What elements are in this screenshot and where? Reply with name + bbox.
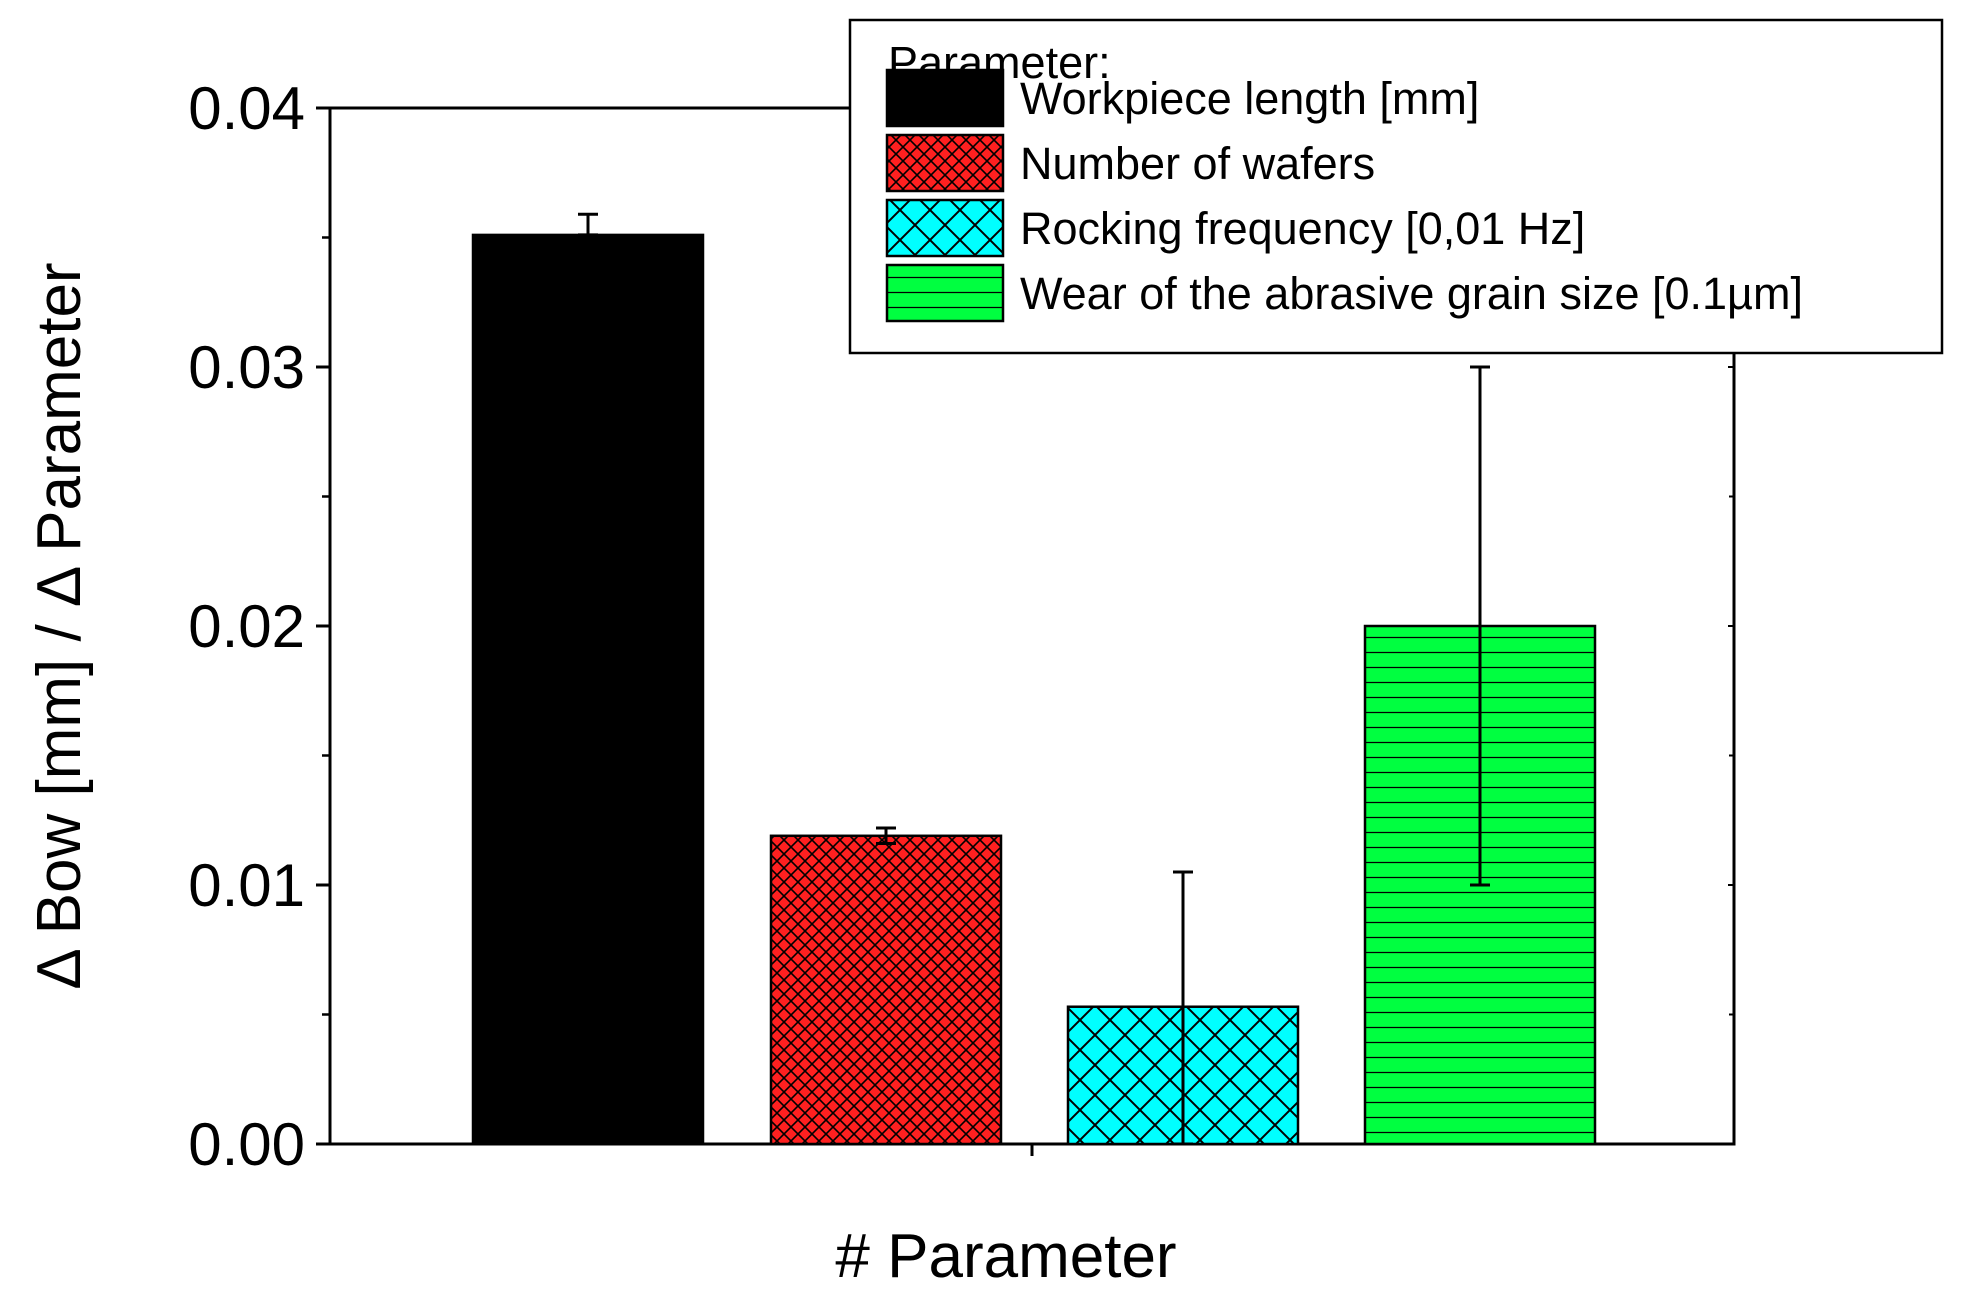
y-axis-title: Δ Bow [mm] / Δ Parameter xyxy=(25,262,94,989)
legend-label: Rocking frequency [0,01 Hz] xyxy=(1020,203,1585,254)
error-bars-group xyxy=(578,212,1490,1146)
legend: Parameter: Workpiece length [mm]Number o… xyxy=(848,18,1944,355)
y-tick-label: 0.02 xyxy=(188,593,305,660)
legend-label: Workpiece length [mm] xyxy=(1020,73,1479,124)
y-tick-label: 0.04 xyxy=(188,75,305,142)
y-axis-ticks: 0.00 0.01 0.02 0.03 0.04 xyxy=(188,75,1734,1178)
legend-swatch xyxy=(885,263,1005,323)
bar xyxy=(769,834,1003,1146)
y-tick-label: 0.00 xyxy=(188,1111,305,1178)
legend-label: Wear of the abrasive grain size [0.1µm] xyxy=(1020,268,1803,319)
bar xyxy=(471,233,705,1146)
legend-swatch xyxy=(885,68,1005,128)
legend-swatch xyxy=(885,133,1005,193)
legend-label: Number of wafers xyxy=(1020,138,1375,189)
y-tick-label: 0.01 xyxy=(188,852,305,919)
y-tick-label: 0.03 xyxy=(188,334,305,401)
x-axis-title: # Parameter xyxy=(835,1222,1176,1291)
bars-group xyxy=(471,233,1597,1146)
legend-swatch xyxy=(885,198,1005,258)
legend-box xyxy=(848,18,1944,355)
